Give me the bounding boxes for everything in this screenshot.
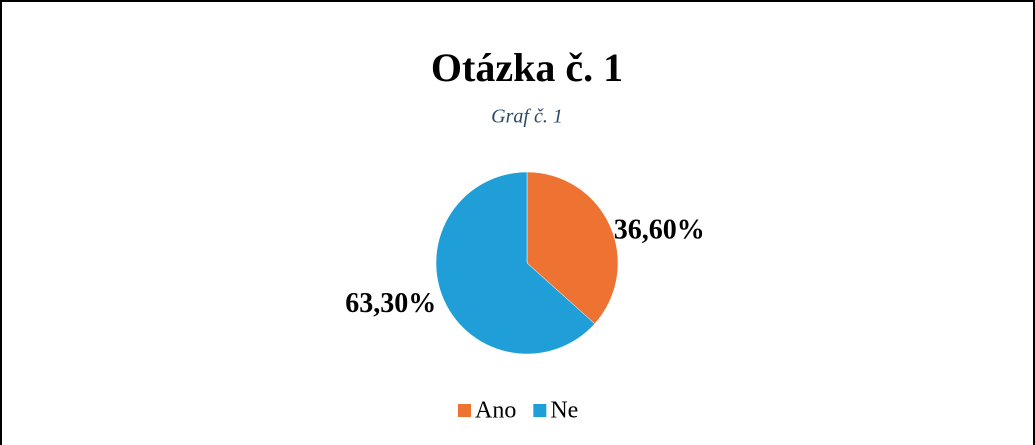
chart-subtitle: Graf č. 1 bbox=[491, 106, 563, 128]
legend-label: Ano bbox=[475, 398, 516, 424]
chart-title: Otázka č. 1 bbox=[431, 45, 623, 90]
data-label: 63,30% bbox=[345, 288, 436, 319]
legend-label: Ne bbox=[550, 398, 578, 424]
legend-swatch bbox=[458, 404, 471, 417]
pie-slice bbox=[526, 171, 619, 325]
pie-slice bbox=[435, 171, 596, 355]
legend-swatch bbox=[533, 404, 547, 417]
data-label: 36,60% bbox=[614, 215, 705, 246]
